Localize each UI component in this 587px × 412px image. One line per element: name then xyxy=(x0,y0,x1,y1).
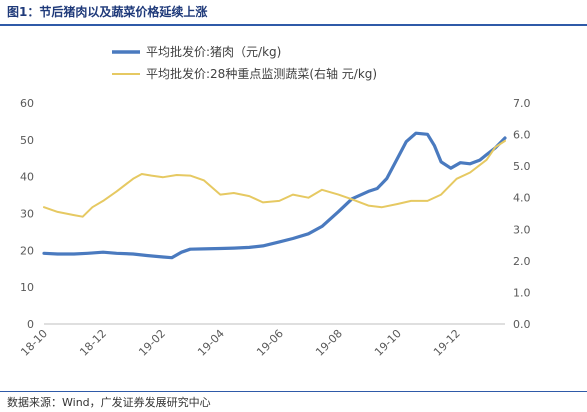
y-right-tick-label: 2.0 xyxy=(513,255,531,268)
y-right-tick-label: 0.0 xyxy=(513,318,531,331)
x-tick-label: 19-04 xyxy=(195,327,227,359)
legend-label-vegetables: 平均批发价:28种重点监测蔬菜(右轴 元/kg) xyxy=(146,66,377,81)
y-left-tick-label: 0 xyxy=(27,318,34,331)
legend-label-pork: 平均批发价:猪肉（元/kg) xyxy=(146,44,281,59)
y-left-tick-label: 30 xyxy=(20,208,34,221)
figure-header: 图1：节后猪肉以及蔬菜价格延续上涨 xyxy=(0,0,587,26)
x-tick-label: 19-12 xyxy=(431,327,463,359)
y-right-tick-label: 6.0 xyxy=(513,129,531,142)
x-tick-label: 19-08 xyxy=(313,327,345,359)
footer-rule xyxy=(0,391,587,392)
y-left-tick-label: 20 xyxy=(20,244,34,257)
y-right-tick-label: 5.0 xyxy=(513,160,531,173)
y-left-tick-label: 10 xyxy=(20,281,34,294)
y-right-tick-label: 1.0 xyxy=(513,286,531,299)
y-right-tick-label: 3.0 xyxy=(513,223,531,236)
y-left-tick-label: 50 xyxy=(20,134,34,147)
source-note: 数据来源：Wind，广发证券发展研究中心 xyxy=(7,396,211,409)
series-line-vegetables xyxy=(43,139,506,218)
figure-title: 图1：节后猪肉以及蔬菜价格延续上涨 xyxy=(7,5,208,19)
x-tick-label: 18-12 xyxy=(77,327,109,359)
y-right-tick-label: 4.0 xyxy=(513,192,531,205)
x-tick-label: 19-02 xyxy=(136,327,168,359)
x-tick-label: 19-10 xyxy=(372,327,404,359)
title-rule xyxy=(0,24,587,26)
y-left-tick-label: 60 xyxy=(20,97,34,110)
x-tick-label: 19-06 xyxy=(254,327,286,359)
y-right-tick-label: 7.0 xyxy=(513,97,531,110)
series-line-pork xyxy=(42,131,507,260)
y-left-tick-label: 40 xyxy=(20,171,34,184)
x-tick-label: 18-10 xyxy=(18,327,50,359)
